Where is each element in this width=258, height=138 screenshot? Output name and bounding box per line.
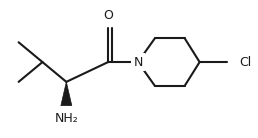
Text: O: O [103, 10, 113, 22]
Polygon shape [61, 82, 72, 106]
Text: N: N [133, 56, 143, 69]
Text: Cl: Cl [239, 56, 252, 69]
Text: NH₂: NH₂ [54, 112, 78, 125]
